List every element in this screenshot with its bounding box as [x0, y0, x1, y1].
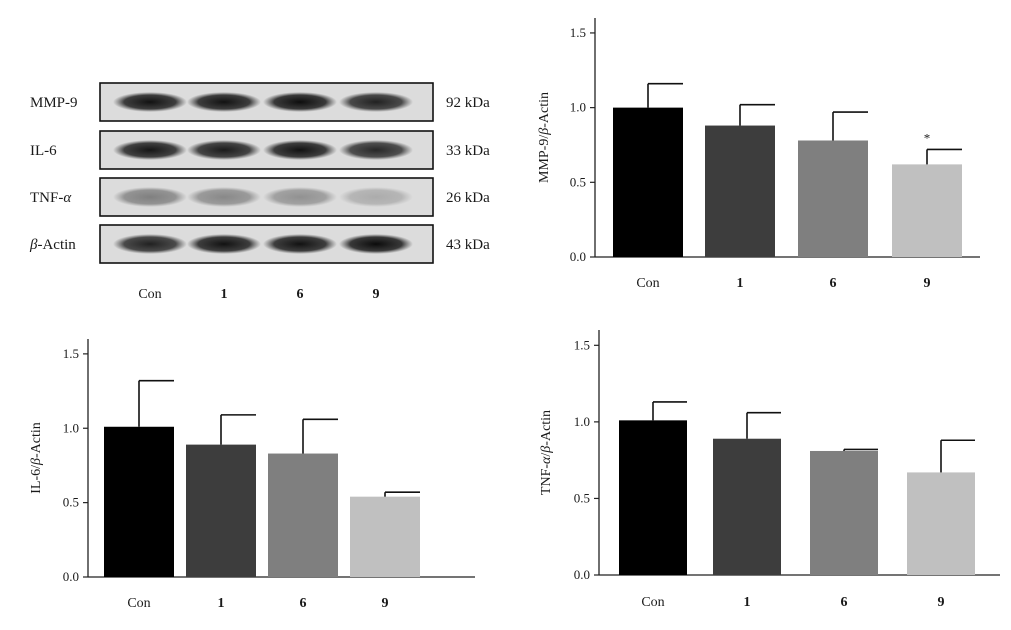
x-tick-label: Con — [127, 596, 150, 611]
y-tick-label: 0.5 — [63, 495, 79, 510]
bar — [713, 438, 781, 575]
blot-band — [187, 140, 261, 160]
bar — [619, 420, 687, 575]
y-tick-label: 1.5 — [63, 346, 79, 361]
y-tick-label: 1.0 — [63, 420, 79, 435]
blot-lane-label: Con — [138, 287, 161, 302]
blot-band — [263, 234, 337, 254]
y-tick-label: 0.0 — [63, 569, 79, 584]
blot-kda-label: 33 kDa — [446, 143, 490, 159]
x-tick-label: 9 — [924, 276, 931, 291]
blot-band — [113, 187, 187, 207]
blot-band — [187, 92, 261, 112]
bar — [810, 450, 878, 575]
il6-bar-chart: 0.0 0.5 1.0 1.5 IL-6/β-Actin Con 1 6 9 — [29, 339, 475, 611]
y-tick-label: 0.5 — [574, 490, 590, 505]
blot-protein-label: β-Actin — [29, 237, 76, 253]
significance-marker: * — [924, 130, 931, 145]
y-axis-label: MMP-9/β-Actin — [537, 92, 552, 183]
y-axis-label: IL-6/β-Actin — [29, 422, 44, 494]
y-tick-label: 0.0 — [574, 567, 590, 582]
y-tick-label: 0.0 — [570, 249, 586, 264]
y-tick-label: 1.5 — [570, 25, 586, 40]
x-tick-label: Con — [636, 276, 659, 291]
x-tick-label: 1 — [737, 276, 744, 291]
tnf-alpha-bar-chart: 0.0 0.5 1.0 1.5 TNF-α/β-Actin Con 1 6 9 — [539, 330, 1000, 610]
x-tick-label: 1 — [218, 596, 225, 611]
bar — [268, 453, 338, 577]
blot-band — [263, 92, 337, 112]
blot-band — [339, 140, 413, 160]
x-tick-label: Con — [641, 595, 664, 610]
blot-kda-label: 43 kDa — [446, 237, 490, 253]
y-tick-label: 1.5 — [574, 337, 590, 352]
bar — [798, 140, 868, 257]
blot-band — [339, 234, 413, 254]
y-axis-label: TNF-α/β-Actin — [539, 410, 554, 495]
bar — [705, 125, 775, 257]
blot-band — [187, 187, 261, 207]
blot-band — [113, 92, 187, 112]
y-tick-label: 1.0 — [570, 100, 586, 115]
bar — [350, 496, 420, 577]
blot-lane-label: 1 — [221, 287, 228, 302]
x-tick-label: 6 — [300, 596, 307, 611]
blot-protein-label: IL-6 — [30, 143, 57, 159]
blot-lane-label: 6 — [297, 287, 304, 302]
blot-band — [263, 187, 337, 207]
x-tick-label: 9 — [382, 596, 389, 611]
x-tick-label: 6 — [841, 595, 848, 610]
blot-band — [113, 140, 187, 160]
bar — [104, 426, 174, 577]
blot-band — [187, 234, 261, 254]
blot-protein-label: TNF-α — [30, 190, 72, 206]
bar — [907, 472, 975, 575]
blot-kda-label: 92 kDa — [446, 95, 490, 111]
blot-band — [339, 92, 413, 112]
y-tick-label: 1.0 — [574, 414, 590, 429]
blot-lane-label: 9 — [373, 287, 380, 302]
blot-band — [113, 234, 187, 254]
bar — [186, 444, 256, 577]
blot-kda-label: 26 kDa — [446, 190, 490, 206]
blot-band — [339, 187, 413, 207]
x-tick-label: 9 — [938, 595, 945, 610]
x-tick-label: 1 — [744, 595, 751, 610]
y-tick-label: 0.5 — [570, 174, 586, 189]
western-blot-panel: MMP-9 92 kDa IL-6 33 kDa TNF-α 26 kDa β-Actin 4… — [29, 82, 490, 302]
blot-protein-label: MMP-9 — [30, 95, 78, 111]
mmp9-bar-chart: 0.0 0.5 1.0 1.5 MMP-9/β-Actin Con 1 6 9 * — [537, 18, 980, 291]
blot-band — [263, 140, 337, 160]
bar — [892, 164, 962, 257]
x-tick-label: 6 — [830, 276, 837, 291]
bar — [613, 107, 683, 257]
